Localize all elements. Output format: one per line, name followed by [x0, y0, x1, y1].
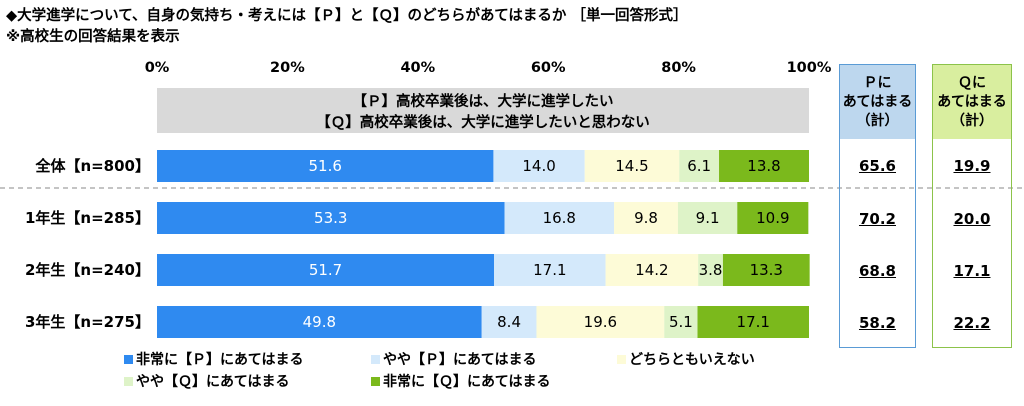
p-total-value: 68.8 — [858, 262, 896, 280]
data-label: 49.8 — [303, 313, 336, 331]
legend-item: 非常に【Ｐ】にあてはまる — [124, 349, 303, 369]
statement-q: 【Ｑ】高校卒業後は、大学に進学したいと思わない — [316, 113, 650, 131]
p-total-header-line: （計） — [856, 112, 899, 129]
bar-segment — [494, 254, 606, 286]
p-total-header-line: あてはまる — [842, 93, 913, 110]
statement-band — [157, 88, 809, 133]
bar-segment — [605, 254, 699, 286]
category-label: 全体【n=800】 — [34, 157, 150, 175]
q-total-value: 19.9 — [953, 157, 991, 175]
legend-swatch — [124, 376, 133, 386]
data-label: 9.8 — [634, 209, 658, 227]
bar-segment — [157, 254, 495, 286]
bar-segment — [493, 150, 585, 182]
legend-label: 非常に【Ｑ】にあてはまる — [383, 374, 551, 390]
x-tick-label: 80% — [661, 60, 696, 76]
bar-segment — [157, 150, 494, 182]
data-label: 5.1 — [669, 313, 693, 331]
data-label: 8.4 — [497, 313, 521, 331]
data-label: 10.9 — [756, 209, 789, 227]
bar-segment — [157, 306, 482, 338]
bar-segment — [664, 306, 698, 338]
x-tick-label: 60% — [531, 60, 566, 76]
data-label: 19.6 — [584, 313, 617, 331]
x-tick-label: 0% — [145, 60, 170, 76]
bar-segment — [737, 202, 809, 234]
legend-swatch — [371, 354, 380, 364]
data-label: 17.1 — [737, 313, 770, 331]
bar-segment — [157, 202, 505, 234]
q-total-header-line: （計） — [951, 112, 993, 129]
p-total-value: 58.2 — [858, 314, 896, 332]
data-label: 51.6 — [309, 157, 342, 175]
x-tick-label: 20% — [270, 60, 305, 76]
p-total-header-line: Ｐに — [863, 74, 892, 91]
legend-label: やや【Ｑ】にあてはまる — [136, 374, 290, 390]
p-total-header: Ｐに あてはまる （計） — [840, 65, 915, 139]
legend-label: 非常に【Ｐ】にあてはまる — [136, 352, 304, 368]
data-label: 17.1 — [533, 261, 566, 279]
data-label: 51.7 — [309, 261, 342, 279]
data-label: 14.0 — [522, 157, 555, 175]
legend-item: やや【Ｑ】にあてはまる — [124, 371, 289, 391]
legend-item: 非常に【Ｑ】にあてはまる — [371, 371, 550, 391]
legend-item: どちらともいえない — [617, 349, 755, 369]
category-label: 3年生【n=275】 — [25, 313, 150, 331]
p-total-value: 65.6 — [858, 157, 896, 175]
x-tick-label: 40% — [400, 60, 435, 76]
bar-segment — [719, 150, 809, 182]
q-total-header: Ｑに あてはまる （計） — [933, 65, 1011, 139]
data-label: 14.2 — [635, 261, 668, 279]
legend-item: やや【Ｐ】にあてはまる — [371, 349, 536, 369]
q-total-box: Ｑに あてはまる （計） 19.9 20.0 17.1 22.2 — [932, 64, 1012, 348]
chart-title: ◆大学進学について、自身の気持ち・考えには【Ｐ】と【Ｑ】のどちらがあてはまるか … — [6, 8, 688, 24]
q-total-value: 20.0 — [953, 210, 991, 228]
q-total-header-line: あてはまる — [937, 93, 1007, 110]
p-total-value: 70.2 — [858, 210, 896, 228]
legend-swatch — [371, 376, 380, 386]
bar-segment — [679, 150, 720, 182]
data-label: 9.1 — [696, 209, 720, 227]
data-label: 14.5 — [615, 157, 648, 175]
bar-segment — [722, 254, 810, 286]
q-total-value: 17.1 — [953, 262, 991, 280]
q-total-header-line: Ｑに — [958, 74, 986, 91]
x-tick-label: 100% — [787, 60, 832, 76]
category-label: 1年生【n=285】 — [25, 209, 150, 227]
bar-segment — [536, 306, 665, 338]
data-label: 3.8 — [699, 261, 723, 279]
q-total-value: 22.2 — [953, 314, 991, 332]
bar-segment — [698, 254, 723, 286]
bar-segment — [614, 202, 678, 234]
bar-segment — [504, 202, 615, 234]
legend-label: やや【Ｐ】にあてはまる — [383, 352, 537, 368]
chart-subtitle: ※高校生の回答結果を表示 — [6, 29, 180, 45]
p-total-box: Ｐに あてはまる （計） 65.6 70.2 68.8 58.2 — [839, 64, 916, 348]
bar-segment — [677, 202, 738, 234]
bar-segment — [481, 306, 537, 338]
data-label: 53.3 — [314, 209, 347, 227]
bar-segment — [697, 306, 809, 338]
statement-p: 【Ｐ】高校卒業後は、大学に進学したい — [353, 92, 614, 110]
data-label: 13.3 — [750, 261, 783, 279]
category-label: 2年生【n=240】 — [25, 261, 150, 279]
bar-segment — [584, 150, 680, 182]
legend-swatch — [124, 354, 133, 364]
data-label: 6.1 — [687, 157, 711, 175]
data-label: 13.8 — [747, 157, 780, 175]
legend-swatch — [617, 354, 626, 364]
data-label: 16.8 — [543, 209, 576, 227]
legend-label: どちらともいえない — [629, 352, 755, 368]
